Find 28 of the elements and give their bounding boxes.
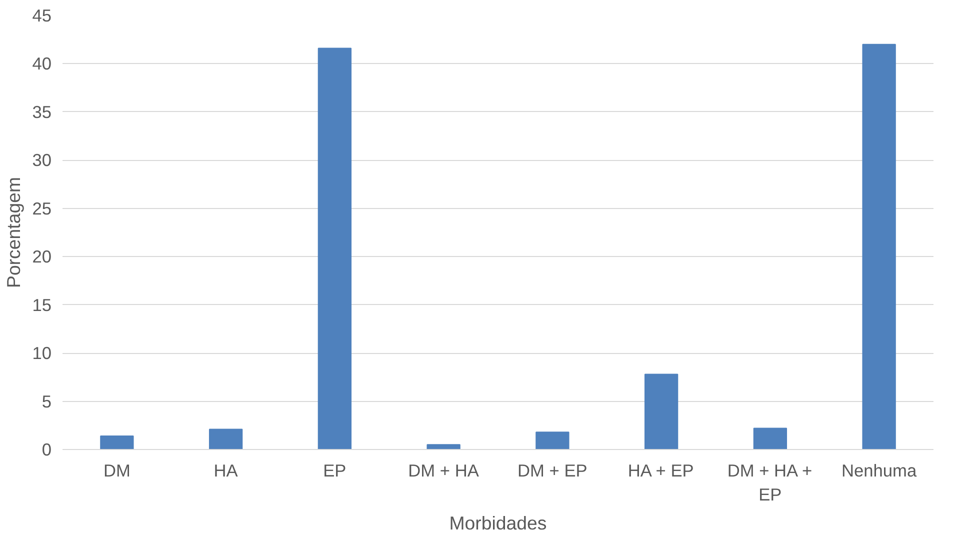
x-tick-label: Nenhuma (841, 460, 917, 480)
x-tick-label: DM + EP (518, 460, 588, 480)
x-axis-title: Morbidades (449, 512, 547, 534)
x-tick-label: HA (214, 460, 238, 480)
y-tick-label: 10 (32, 343, 52, 364)
y-tick-label: 45 (32, 6, 52, 26)
bar (208, 428, 243, 450)
bar (100, 436, 134, 450)
y-tick-label: 25 (32, 198, 52, 218)
bar (536, 432, 570, 450)
y-tick-label: 30 (32, 150, 52, 170)
y-axis-title: Porcentagem (3, 177, 24, 288)
y-tick-label: 35 (32, 102, 52, 122)
bar (318, 48, 352, 450)
bar (862, 44, 896, 450)
x-tick-label: DM (103, 460, 130, 480)
x-tick-label: HA + EP (628, 460, 694, 480)
y-tick-label: 5 (42, 391, 52, 412)
bar (644, 374, 678, 450)
y-tick-label: 15 (32, 294, 52, 315)
y-tick-label: 20 (32, 246, 52, 267)
y-tick-label: 0 (42, 440, 52, 460)
bar (753, 428, 788, 450)
y-tick-label: 40 (32, 54, 52, 74)
x-tick-label: DM + HA (408, 460, 480, 480)
x-tick-label: EP (323, 460, 346, 480)
bar (426, 444, 460, 450)
x-tick-label: DM + HA + EP (727, 460, 812, 504)
